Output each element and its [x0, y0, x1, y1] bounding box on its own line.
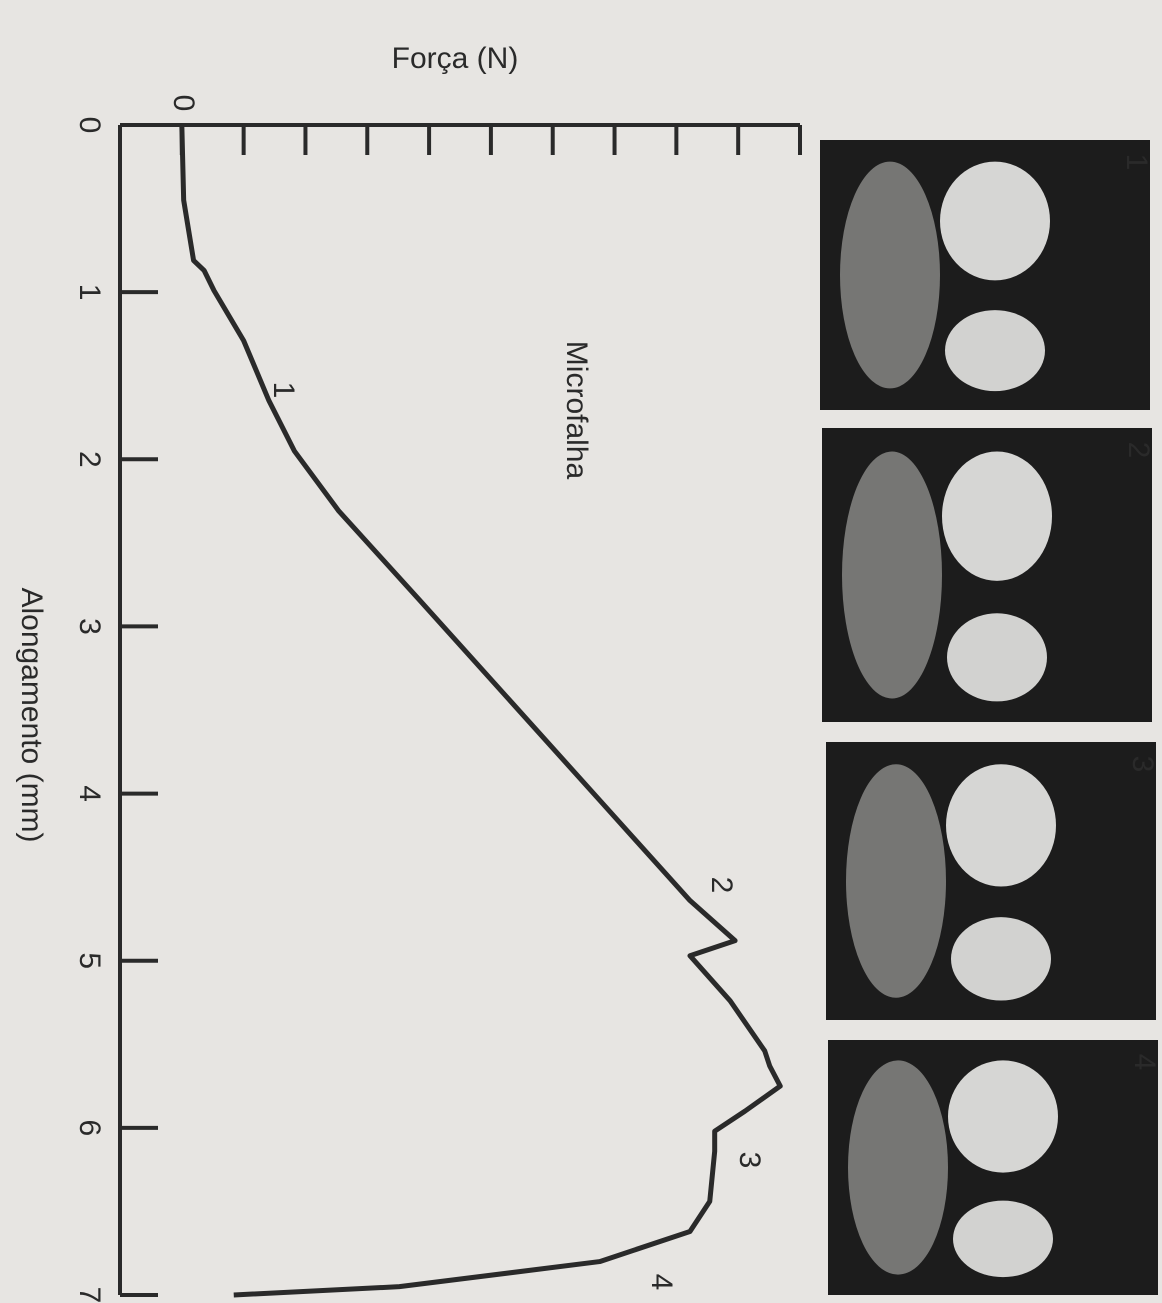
annotation: 4	[645, 1274, 678, 1291]
x-tick-label: 6	[73, 1120, 106, 1137]
image-blob	[840, 162, 940, 389]
image-blob	[846, 764, 946, 998]
annotation: 3	[733, 1152, 766, 1169]
image-blob	[953, 1201, 1053, 1278]
x-axis-title: Alongamento (mm)	[15, 587, 48, 842]
annotation: 2	[705, 877, 738, 894]
image-blob	[940, 162, 1050, 281]
x-tick-label: 4	[73, 785, 106, 802]
chart: Força (N) Alongamento (mm) Microfalha 0 0…	[0, 0, 1162, 1303]
x-tick-label: 7	[73, 1287, 106, 1303]
image-blob	[948, 1060, 1058, 1172]
panel-label: 4	[1128, 1054, 1161, 1071]
panel-label: 1	[1120, 154, 1153, 171]
image-blob	[951, 917, 1051, 1000]
chart-title: Microfalha	[560, 341, 593, 480]
image-blob	[946, 764, 1056, 886]
x-tick-label: 3	[73, 618, 106, 635]
panel-label: 2	[1122, 442, 1155, 459]
image-blob	[842, 452, 942, 699]
image-blob	[848, 1060, 948, 1274]
x-tick-label: 5	[73, 952, 106, 969]
image-blob	[945, 310, 1045, 391]
x-tick-label: 2	[73, 451, 106, 468]
y-axis-title: Força (N)	[392, 42, 519, 75]
image-blob	[947, 613, 1047, 701]
image-blob	[942, 452, 1052, 581]
annotation: 1	[267, 382, 300, 399]
x-tick-label: 1	[73, 284, 106, 301]
y-tick-label: 0	[167, 95, 200, 112]
x-tick-label: 0	[73, 117, 106, 134]
panel-label: 3	[1126, 756, 1159, 773]
